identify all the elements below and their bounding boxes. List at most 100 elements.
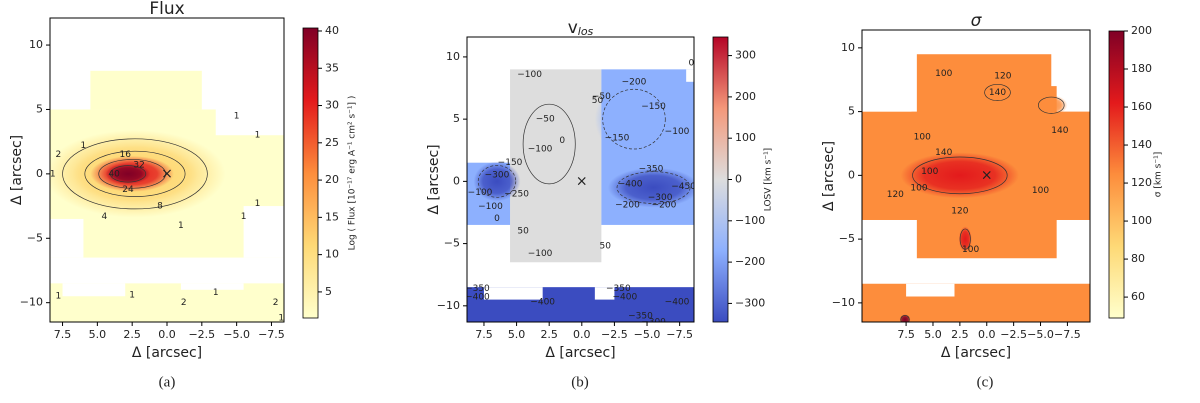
masked-region [180, 283, 244, 290]
contour-label: −100 [528, 145, 553, 155]
contour-label: 2 [273, 298, 279, 308]
contour-label: 2 [55, 150, 61, 160]
x-tick-label: 0.0 [573, 328, 591, 341]
contour-label: 2 [181, 298, 187, 308]
contour-label: 1 [278, 314, 284, 324]
colorbar-tick-label: 10 [325, 248, 339, 261]
colorbar-label: Log ( Flux [10⁻¹⁷ erg A⁻¹ cm² s⁻¹] ) [348, 96, 358, 251]
contour-label: 1 [129, 290, 135, 300]
y-tick-label: 5 [453, 112, 460, 125]
x-tick-label: −5.0 [1027, 328, 1054, 341]
title-main: v [568, 18, 578, 38]
masked-region [594, 287, 615, 300]
contour-label: −300 [648, 193, 673, 203]
x-tick-label: 0.0 [158, 328, 176, 341]
x-tick-label: −5.0 [223, 328, 250, 341]
caption: (b) [571, 374, 589, 390]
contour-label: 4 [101, 212, 107, 222]
title-main: Flux [149, 0, 184, 19]
field: ×−10050−500−100−200−150−50−150−1000−150−… [467, 59, 694, 322]
x-tick-label: −2.5 [601, 328, 628, 341]
contour-label: −400 [530, 298, 555, 308]
x-tick-label: −5.0 [634, 328, 661, 341]
colorbar-tick-label: 5 [325, 285, 332, 298]
contour-line [959, 228, 971, 250]
y-tick-label: −10 [832, 296, 855, 309]
masked-region [243, 206, 284, 258]
caption: (a) [159, 374, 176, 390]
contour-label: −350 [606, 284, 631, 294]
contour-label: −100 [528, 249, 553, 259]
plot-frame [861, 29, 1091, 323]
contour-label: 120 [951, 207, 968, 217]
colorbar-tick-label: −300 [735, 296, 765, 309]
field-blob [981, 82, 1014, 103]
field: × 100 120 140 100 140 140 100 120 100 120 100 100 [862, 30, 1090, 322]
contour-label: 140 [935, 148, 952, 158]
x-tick-label: −7.5 [666, 328, 693, 341]
colorbar-tick-label: 25 [325, 136, 339, 149]
colorbar-tick-label: 120 [1131, 176, 1152, 189]
masked-region [686, 69, 694, 82]
caption: (c) [977, 374, 994, 390]
x-tick-label: 7.5 [897, 328, 915, 341]
contour-line [984, 83, 1011, 101]
colorbar-tick-label: 300 [735, 49, 756, 62]
contour-label: −350 [639, 164, 664, 174]
y-tick-label: 5 [848, 105, 855, 118]
field-region [862, 283, 1090, 322]
contour-label: 1 [55, 292, 61, 302]
contour-label: 1 [50, 169, 56, 179]
contour-label: 0 [559, 136, 565, 146]
field-blob [516, 94, 582, 194]
x-tick-label: 2.5 [123, 328, 141, 341]
masked-region [215, 18, 284, 136]
colorbar-tick-label: 100 [735, 131, 756, 144]
contour-label: 100 [1032, 186, 1049, 196]
colorbar-tick-label: −100 [735, 214, 765, 227]
contour-line [522, 103, 576, 185]
contour-label: 100 [914, 133, 931, 143]
colorbar-tick-label: 200 [1131, 24, 1152, 37]
colorbar-tick-label: 15 [325, 210, 339, 223]
y-tick-label: −10 [437, 299, 460, 312]
contour-label: −400 [665, 298, 690, 308]
title-subscript: los [578, 25, 594, 38]
contour-label: 1 [234, 111, 240, 121]
contour-label: 40 [108, 169, 120, 179]
contour-label: 24 [122, 185, 134, 195]
colorbar-tick-label: 60 [1131, 290, 1145, 303]
colorbar-tick-label: 160 [1131, 100, 1152, 113]
y-axis-label: Δ [arcsec] [426, 144, 442, 214]
x-tick-label: 5.0 [924, 328, 942, 341]
field-blob [958, 226, 972, 252]
contour-label: −100 [517, 70, 542, 80]
x-axis-label: Δ [arcsec] [545, 345, 615, 361]
x-tick-label: −7.5 [1054, 328, 1081, 341]
y-tick-label: −10 [20, 296, 43, 309]
contour-label: −100 [478, 202, 503, 212]
contour-label: −100 [468, 188, 493, 198]
field-blob [607, 167, 694, 208]
colorbar-tick-label: 0 [735, 173, 742, 186]
contour-label: 50 [600, 242, 612, 252]
colorbar-tick-label: 180 [1131, 62, 1152, 75]
x-tick-label: 7.5 [475, 328, 493, 341]
x-tick-label: −2.5 [1000, 328, 1027, 341]
colorbar-tick-label: 200 [735, 90, 756, 103]
colorbar-tick-label: 20 [325, 173, 339, 186]
contour-label: −200 [622, 77, 647, 87]
contour-label: 100 [921, 167, 938, 177]
chart-title: Flux [149, 0, 184, 19]
contour-label: 16 [119, 150, 131, 160]
contour-label: 120 [994, 71, 1011, 81]
colorbar-tick-label: 80 [1131, 252, 1145, 265]
contour-line [477, 165, 517, 198]
center-marker: × [161, 166, 173, 182]
field-region [83, 70, 202, 110]
center-marker: × [576, 173, 588, 189]
contour-label: −400 [618, 179, 643, 189]
plot-frame [466, 36, 695, 323]
contour-label: 100 [935, 69, 952, 79]
contour-line [602, 88, 666, 150]
